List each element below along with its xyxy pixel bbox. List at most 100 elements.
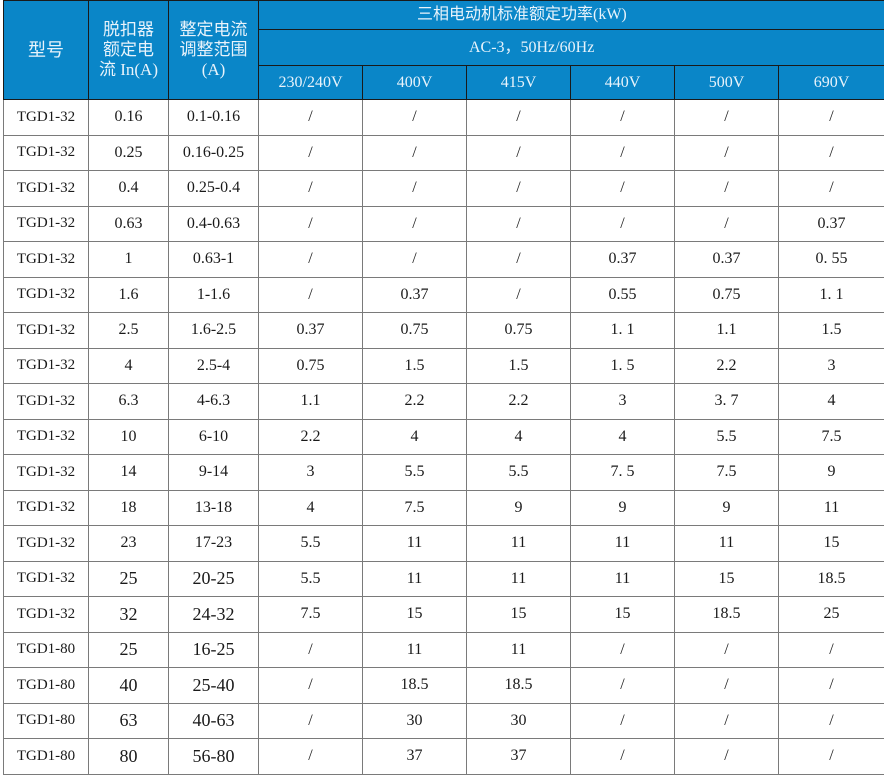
- cell-power: 15: [362, 596, 467, 633]
- cell-power: /: [258, 631, 363, 668]
- cell-setting-range: 1.6-2.5: [168, 312, 259, 349]
- cell-power: 7. 5: [570, 454, 675, 491]
- cell-setting-range: 0.4-0.63: [168, 205, 259, 242]
- cell-power: /: [258, 241, 363, 278]
- cell-power: 1. 1: [777, 276, 884, 313]
- header-power-sub: AC-3，50Hz/60Hz: [257, 29, 884, 66]
- cell-model: TGD1-80: [3, 738, 89, 775]
- cell-power: 0.55: [570, 276, 675, 313]
- cell-power: /: [674, 134, 779, 171]
- cell-setting-range: 6-10: [168, 418, 259, 455]
- header-voltage: 500V: [674, 65, 779, 100]
- cell-power: 2.2: [258, 418, 363, 455]
- cell-model: TGD1-32: [3, 170, 89, 207]
- cell-power: 4: [570, 418, 675, 455]
- cell-power: 1.5: [777, 312, 884, 349]
- cell-power: 18.5: [362, 667, 467, 704]
- cell-power: 5.5: [362, 454, 467, 491]
- cell-rated-current: 25: [88, 631, 169, 668]
- cell-power: 2.2: [674, 347, 779, 384]
- cell-power: /: [362, 241, 467, 278]
- cell-power: /: [570, 170, 675, 207]
- cell-setting-range: 2.5-4: [168, 347, 259, 384]
- cell-setting-range: 0.63-1: [168, 241, 259, 278]
- table-row: TGD1-80 63 40-63/30 30// /: [3, 702, 884, 739]
- cell-power: /: [362, 134, 467, 171]
- cell-model: TGD1-32: [3, 489, 89, 526]
- cell-power: /: [674, 667, 779, 704]
- cell-power: 0.37: [362, 276, 467, 313]
- cell-power: 3: [777, 347, 884, 384]
- table-row: TGD1-32 10 6-10 2.2 4 4 4 5.5 7.5: [3, 418, 884, 455]
- cell-power: /: [362, 205, 467, 242]
- cell-power: 7.5: [777, 418, 884, 455]
- cell-power: /: [674, 205, 779, 242]
- cell-power: 5.5: [258, 560, 363, 597]
- cell-model: TGD1-32: [3, 560, 89, 597]
- table-row: TGD1-32 32 24-32 7.5 15 15 15 18.5 25: [3, 596, 884, 633]
- cell-power: /: [570, 667, 675, 704]
- cell-power: /: [777, 631, 884, 668]
- cell-setting-range: 0.1-0.16: [168, 99, 259, 136]
- cell-power: 9: [466, 489, 571, 526]
- cell-rated-current: 6.3: [88, 383, 169, 420]
- cell-power: 18.5: [466, 667, 571, 704]
- cell-power: 0.37: [258, 312, 363, 349]
- cell-power: /: [674, 631, 779, 668]
- cell-power: 15: [466, 596, 571, 633]
- table-row: TGD1-32 0.16 0.1-0.16// / / / /: [3, 99, 884, 136]
- table-row: TGD1-32 14 9-14 3 5.5 5.5 7. 5 7.5 9: [3, 454, 884, 491]
- cell-model: TGD1-32: [3, 312, 89, 349]
- cell-power: 1.1: [674, 312, 779, 349]
- cell-power: /: [362, 99, 467, 136]
- cell-power: 7.5: [362, 489, 467, 526]
- cell-power: /: [570, 738, 675, 775]
- table-row: TGD1-32 4 2.5-4 0.75 1.5 1.5 1. 5 2.2 3: [3, 347, 884, 384]
- cell-power: /: [258, 738, 363, 775]
- cell-power: 15: [674, 560, 779, 597]
- cell-rated-current: 23: [88, 525, 169, 562]
- cell-model: TGD1-32: [3, 99, 89, 136]
- cell-power: /: [258, 276, 363, 313]
- table-row: TGD1-32 0.25 0.16-0.25// / / / /: [3, 134, 884, 171]
- cell-power: /: [777, 134, 884, 171]
- cell-model: TGD1-80: [3, 631, 89, 668]
- cell-setting-range: 13-18: [168, 489, 259, 526]
- cell-power: /: [466, 241, 571, 278]
- cell-power: 9: [777, 454, 884, 491]
- cell-power: 4: [466, 418, 571, 455]
- cell-setting-range: 25-40: [168, 667, 259, 704]
- cell-model: TGD1-32: [3, 525, 89, 562]
- cell-power: 9: [674, 489, 779, 526]
- cell-rated-current: 80: [88, 738, 169, 775]
- header-voltage: 690V: [777, 65, 884, 100]
- cell-power: 3: [258, 454, 363, 491]
- cell-power: /: [258, 134, 363, 171]
- cell-power: 0.37: [674, 241, 779, 278]
- table-row: TGD1-32 1 0.63-1///0.37 0.37 0. 55: [3, 241, 884, 278]
- table-row: TGD1-80 80 56-80/37 37// /: [3, 738, 884, 775]
- cell-setting-range: 4-6.3: [168, 383, 259, 420]
- cell-rated-current: 0.4: [88, 170, 169, 207]
- cell-power: /: [570, 134, 675, 171]
- cell-rated-current: 1: [88, 241, 169, 278]
- cell-rated-current: 40: [88, 667, 169, 704]
- cell-power: 11: [570, 560, 675, 597]
- cell-power: 1.1: [258, 383, 363, 420]
- header-model: 型号: [3, 0, 89, 100]
- cell-power: /: [466, 276, 571, 313]
- cell-rated-current: 1.6: [88, 276, 169, 313]
- cell-model: TGD1-32: [3, 418, 89, 455]
- header-voltage: 415V: [466, 65, 571, 100]
- header-setting-range: 整定电流调整范围(A): [168, 0, 259, 100]
- cell-power: 9: [570, 489, 675, 526]
- cell-power: 18.5: [674, 596, 779, 633]
- cell-setting-range: 40-63: [168, 702, 259, 739]
- cell-model: TGD1-32: [3, 276, 89, 313]
- cell-power: 0.75: [466, 312, 571, 349]
- header-power-title: 三相电动机标准额定功率(kW): [257, 0, 884, 30]
- cell-power: /: [258, 99, 363, 136]
- header-rated-current: 脱扣器额定电流 In(A): [88, 0, 169, 100]
- cell-power: /: [777, 667, 884, 704]
